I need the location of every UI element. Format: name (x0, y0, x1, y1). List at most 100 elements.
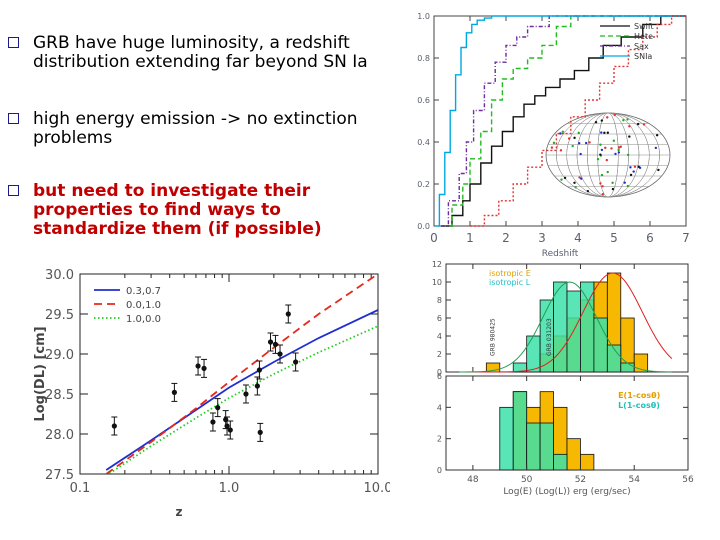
bullet-line: properties to find ways to (33, 200, 281, 220)
sky-map-dot (580, 177, 583, 180)
x-tick-label: 4 (574, 231, 582, 245)
sky-map-dot (578, 176, 581, 179)
bullet-line: standardize them (if possible) (33, 219, 322, 239)
data-point (111, 423, 117, 429)
sky-map-dot (577, 131, 580, 135)
gaussian-fit-curve (459, 272, 673, 373)
cdf-series-line (435, 15, 686, 227)
y-tick-label: 12 (432, 260, 442, 269)
y-tick-label: 28.0 (45, 428, 74, 443)
data-point (171, 389, 177, 395)
sky-map-dot (600, 173, 604, 177)
sky-map-dot (605, 158, 609, 162)
sky-map-dot (606, 131, 610, 134)
data-point (285, 311, 291, 317)
x-tick-label: 5 (610, 231, 618, 245)
sky-map-dot (611, 187, 615, 191)
y-tick-label: 29.5 (45, 308, 74, 323)
sky-map-dot (657, 168, 660, 172)
y-tick-label: 2 (437, 350, 442, 359)
annotation-label: GRB 980425 (489, 318, 496, 356)
y-tick-label: 0.2 (417, 180, 430, 189)
sky-map-dot (550, 146, 554, 149)
x-tick-label: 3 (538, 231, 546, 245)
y-tick-label: 0.4 (417, 138, 430, 147)
data-point (293, 359, 299, 365)
histogram-bar-l (620, 362, 635, 373)
histogram-bar-l (512, 391, 528, 471)
sky-map-dot (599, 153, 602, 156)
sky-map-dot (573, 181, 576, 184)
data-point (257, 429, 263, 435)
sky-map-dot (617, 151, 621, 154)
model-curve (105, 274, 378, 474)
x-axis-label: z (176, 505, 183, 519)
sky-map-dot (588, 141, 591, 144)
redshift-distribution-chart: 0 1 2 3 4 5 6 7 0.0 0.2 0.4 0.6 0.8 1.0 Redshift SwiftH… (417, 12, 690, 256)
y-tick-label: 30.0 (45, 268, 74, 283)
sky-map-dot (636, 122, 640, 126)
bullet-line: problems (33, 128, 113, 148)
histogram-bar-l (566, 290, 581, 373)
sky-map-dot (594, 120, 598, 124)
cdf-series-line (441, 15, 686, 227)
y-tick-label: 4 (437, 332, 442, 341)
sky-map-dot (578, 141, 581, 145)
sky-map-dot (600, 131, 603, 134)
histogram-bar-e (566, 438, 581, 471)
y-tick-label: 0.6 (417, 96, 430, 105)
sky-map-dot (612, 139, 616, 142)
sky-map-dot (567, 137, 571, 140)
legend-label: SNIa (634, 52, 652, 61)
sky-map-dot (632, 170, 635, 173)
x-tick-label: 52 (575, 475, 586, 485)
sky-map-dot (622, 119, 625, 122)
sky-map-dot (560, 178, 563, 181)
sky-map-dot (599, 143, 602, 146)
legend-label: 1.0,0.0 (126, 314, 161, 325)
legend-label: isotropic E (489, 269, 531, 278)
sky-map-dot (654, 146, 658, 150)
x-axis-label: Redshift (542, 249, 579, 256)
sky-map-dot (563, 176, 567, 180)
y-axis-label: Log(DL) [cm] (33, 326, 48, 421)
data-point (267, 339, 274, 345)
sky-map-dot (604, 146, 607, 150)
cdf-series-line (441, 15, 686, 227)
sky-map-dot (586, 189, 590, 193)
cdf-series-line (441, 15, 686, 227)
sky-map-dot (611, 181, 614, 184)
x-axis-label: Log(E) (Log(L)) erg (erg/sec) (503, 487, 630, 497)
y-tick-label: 27.5 (45, 468, 74, 483)
legend-label: 0.3,0.7 (126, 286, 161, 297)
histogram-bar-l (539, 422, 554, 471)
x-tick-label: 7 (682, 231, 690, 245)
energy-histogram-chart: 0 2 4 6 8 10 12 GRB 980425 GRB 031203 isotropic E… (432, 260, 694, 497)
sky-map-dot (629, 166, 632, 169)
x-tick-label: 0.1 (70, 481, 91, 496)
model-curve (105, 309, 378, 471)
y-tick-label: 1.0 (417, 12, 430, 21)
sky-map-dot (603, 131, 606, 135)
sky-map-dot (573, 136, 576, 140)
data-point (224, 423, 230, 429)
sky-map-dot (642, 123, 646, 126)
sky-map-dot (614, 152, 617, 156)
sky-map-dot (571, 144, 574, 148)
sky-map-dot (613, 113, 616, 117)
sky-map (545, 112, 671, 198)
sky-map-dot (596, 158, 600, 161)
cdf-series-line (470, 15, 686, 227)
sky-map-dot (601, 193, 605, 196)
sky-map-dot (626, 184, 630, 188)
sky-map-dot (600, 148, 604, 152)
legend-label: Hete (634, 32, 653, 41)
x-tick-label: 6 (646, 231, 654, 245)
y-tick-label: 10 (432, 278, 442, 287)
sky-map-dot (559, 132, 562, 135)
y-tick-label: 2 (437, 435, 442, 444)
sky-map-dot (628, 135, 631, 138)
data-point (195, 363, 201, 369)
sky-map-dot (579, 152, 582, 156)
sky-map-dot (629, 173, 633, 177)
